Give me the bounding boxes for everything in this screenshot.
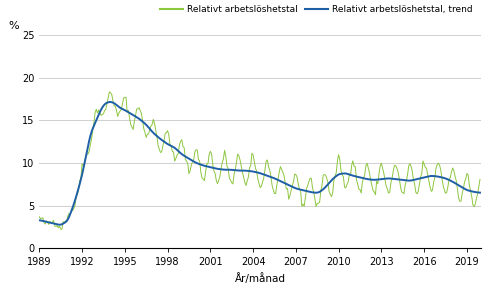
Legend: Relativt arbetslöshetstal, Relativt arbetslöshetstal, trend: Relativt arbetslöshetstal, Relativt arbe… xyxy=(157,1,477,18)
X-axis label: År/månad: År/månad xyxy=(235,273,286,284)
Text: %: % xyxy=(8,21,19,31)
